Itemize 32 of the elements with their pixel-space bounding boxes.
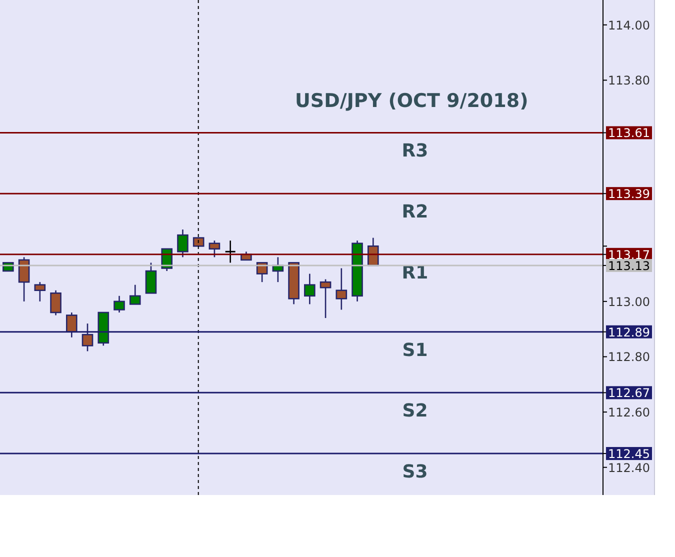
y-tick-label: 113.39 — [608, 187, 650, 202]
y-tick-label: 112.89 — [608, 325, 650, 340]
candlestick — [114, 295, 125, 314]
candlestick — [50, 290, 62, 316]
text: USD/JPY (OCT 9/2018) — [295, 90, 528, 112]
candlestick — [18, 256, 30, 302]
ref-line-label: R3 — [402, 140, 428, 162]
y-tick-label: 113.80 — [608, 74, 650, 88]
candlestick — [224, 240, 236, 264]
y-tick-label: 112.45 — [608, 447, 650, 462]
candlestick — [336, 268, 348, 310]
y-tick-label: 113.61 — [608, 126, 650, 140]
ref-line-label: S1 — [402, 340, 428, 361]
y-tick-label: 113.13 — [608, 258, 650, 273]
y-tick-label: 112.60 — [608, 406, 650, 420]
y-tick-label: 112.80 — [608, 350, 650, 364]
y-tick-label: 112.67 — [608, 386, 650, 400]
ref-line-label: R1 — [402, 262, 428, 284]
candlestick — [320, 278, 332, 319]
y-tick-label: 113.00 — [608, 294, 650, 309]
candlestick — [129, 284, 141, 305]
ref-line-label: R2 — [402, 202, 428, 223]
candlestick — [177, 228, 188, 258]
ref-line-label: S3 — [402, 462, 428, 483]
candlestick — [145, 262, 157, 294]
candlestick — [304, 273, 316, 305]
candlestick — [34, 281, 46, 302]
ref-line-label: S2 — [402, 400, 428, 422]
y-tick-label: 112.40 — [608, 460, 650, 475]
y-tick-label: 114.00 — [608, 18, 650, 32]
y-tick-label: 113.17 — [608, 248, 650, 262]
candlestick — [208, 240, 220, 258]
